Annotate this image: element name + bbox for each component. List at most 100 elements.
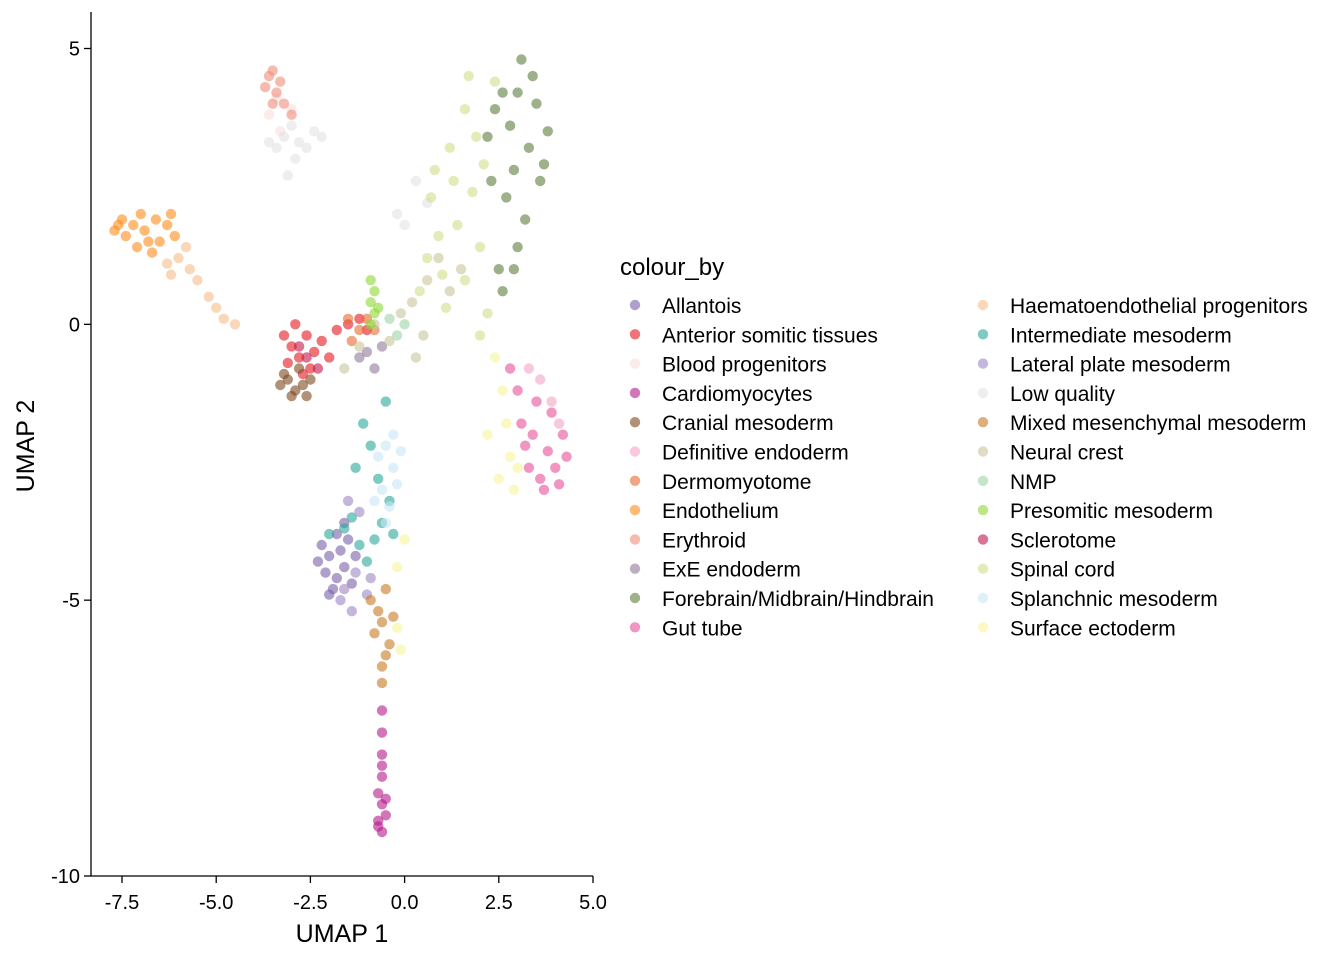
data-point	[376, 749, 388, 760]
data-point	[293, 363, 305, 374]
data-point	[365, 440, 376, 451]
legend-item: Spinal cord	[977, 559, 1115, 582]
data-point	[369, 534, 380, 545]
data-point	[504, 363, 516, 374]
data-point	[433, 252, 444, 264]
legend-key	[629, 475, 641, 486]
data-point	[384, 639, 395, 650]
legend-label: Dermomyotome	[662, 471, 811, 494]
data-point	[459, 275, 471, 286]
data-point	[486, 175, 497, 187]
data-point	[358, 418, 369, 429]
legend-key	[977, 358, 989, 369]
data-point	[493, 264, 504, 275]
data-point	[531, 98, 542, 109]
data-point	[376, 341, 388, 352]
data-point	[278, 98, 290, 109]
data-point	[550, 462, 561, 473]
data-point	[373, 821, 384, 832]
legend-item: Surface ectoderm	[977, 617, 1176, 640]
data-point	[267, 98, 278, 109]
data-point	[324, 589, 335, 600]
data-point	[275, 76, 286, 87]
data-point	[346, 512, 357, 523]
data-point	[504, 120, 516, 131]
data-point	[508, 164, 520, 176]
data-point	[373, 788, 384, 799]
data-point	[271, 87, 282, 98]
data-point	[369, 286, 380, 297]
legend-key	[629, 417, 641, 428]
y-tick-label: -10	[51, 866, 80, 888]
x-tick-label: 5.0	[579, 892, 607, 914]
data-point	[501, 418, 512, 429]
data-point	[301, 142, 312, 153]
data-point	[395, 644, 406, 655]
data-point	[425, 192, 437, 203]
data-point	[380, 517, 391, 529]
data-point	[331, 528, 342, 540]
data-point	[380, 810, 391, 821]
data-point	[546, 407, 557, 418]
legend-label: Neural crest	[1010, 442, 1123, 465]
axes	[90, 12, 593, 877]
data-point	[535, 473, 546, 484]
legend-label: Gut tube	[662, 617, 743, 640]
data-point	[286, 390, 297, 402]
data-point	[391, 622, 403, 633]
data-point	[463, 70, 474, 82]
data-point	[376, 771, 388, 782]
x-tick-label: 0.0	[391, 892, 419, 914]
legend: colour_by Allantois Anterior somitic tiss…	[620, 254, 1308, 640]
data-point	[324, 528, 335, 540]
legend-item: Sclerotome	[977, 529, 1116, 552]
data-point	[169, 230, 180, 242]
data-point	[312, 363, 324, 374]
legend-label: Splanchnic mesoderm	[1010, 588, 1218, 611]
data-point	[376, 484, 388, 495]
data-point	[478, 159, 489, 170]
data-point	[339, 523, 350, 534]
legend-key	[977, 329, 989, 340]
data-point	[482, 429, 493, 440]
data-point	[282, 357, 293, 369]
x-tick-label: 2.5	[485, 892, 513, 914]
y-tick-label: 0	[69, 314, 80, 336]
data-point	[380, 583, 391, 595]
data-point	[180, 241, 192, 253]
data-point	[497, 385, 508, 396]
series-16	[365, 583, 399, 689]
legend-key	[977, 504, 989, 516]
data-point	[229, 319, 241, 330]
legend-key	[977, 475, 989, 486]
data-point	[497, 87, 508, 98]
data-point	[482, 308, 493, 319]
data-point	[512, 385, 523, 396]
data-point	[437, 269, 448, 280]
data-point	[561, 451, 572, 462]
x-tick-label: -5.0	[199, 892, 233, 914]
series-23	[391, 352, 523, 655]
data-point	[275, 379, 286, 391]
series-19	[365, 275, 384, 330]
data-point	[373, 473, 384, 484]
data-point	[350, 550, 361, 562]
data-point	[365, 319, 376, 330]
data-point	[376, 705, 388, 716]
legend-key	[977, 622, 989, 633]
data-point	[369, 628, 380, 639]
data-point	[335, 545, 346, 556]
legend-key	[629, 563, 641, 574]
data-point	[373, 451, 384, 462]
data-point	[444, 142, 455, 153]
data-point	[535, 175, 546, 187]
legend-title: colour_by	[620, 254, 724, 281]
data-point	[286, 120, 297, 131]
data-point	[354, 506, 365, 518]
legend-item: Presomitic mesoderm	[977, 500, 1213, 523]
data-point	[384, 501, 395, 512]
data-point	[520, 440, 531, 451]
data-point	[316, 539, 327, 551]
data-point	[139, 225, 150, 236]
legend-label: NMP	[1010, 471, 1057, 494]
